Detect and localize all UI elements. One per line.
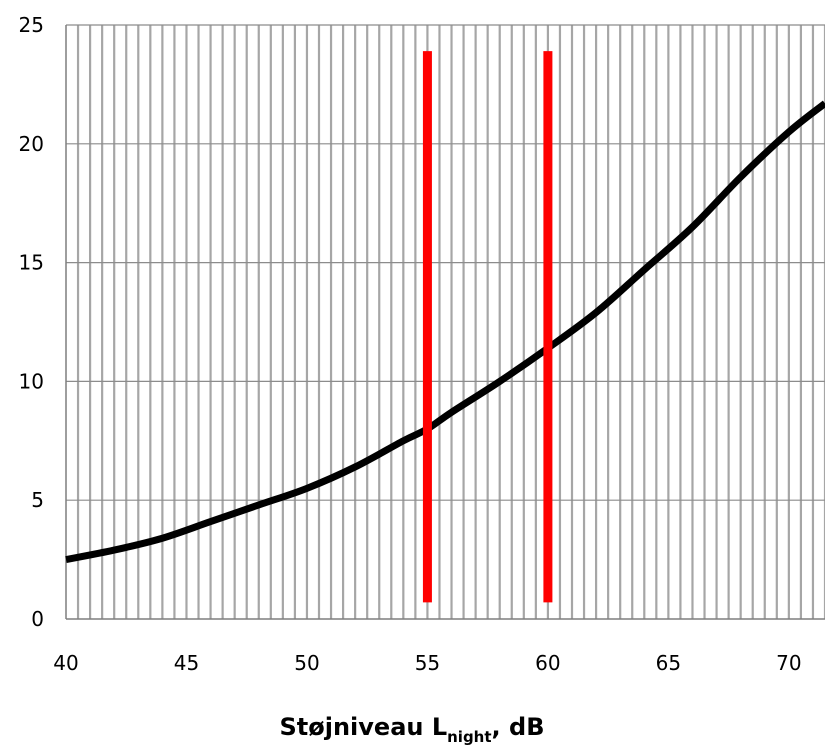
x-axis-label-subscript: night	[447, 728, 491, 746]
y-tick-label: 10	[19, 369, 44, 393]
x-tick-label: 65	[656, 651, 681, 675]
y-tick-label: 0	[31, 607, 44, 631]
series-line	[65, 100, 825, 564]
x-tick-label: 60	[535, 651, 560, 675]
tick-labels: 40 45 50 55 60 65 70 0 5 10 15 20 25	[19, 13, 802, 675]
x-tick-label: 40	[53, 651, 78, 675]
x-tick-label: 45	[174, 651, 199, 675]
axes	[65, 25, 825, 620]
markers	[422, 51, 553, 603]
x-tick-label: 50	[294, 651, 319, 675]
y-tick-label: 5	[31, 488, 44, 512]
x-axis-label-main: Støjniveau L	[279, 713, 447, 741]
x-tick-label: 70	[776, 651, 801, 675]
y-tick-label: 15	[19, 251, 44, 275]
x-axis-label: Støjniveau Lnight, dB	[279, 713, 544, 746]
y-tick-label: 25	[19, 13, 44, 37]
x-axis-label-suffix: , dB	[492, 713, 545, 741]
y-tick-label: 20	[19, 132, 44, 156]
x-tick-label: 55	[415, 651, 440, 675]
series	[65, 100, 825, 564]
